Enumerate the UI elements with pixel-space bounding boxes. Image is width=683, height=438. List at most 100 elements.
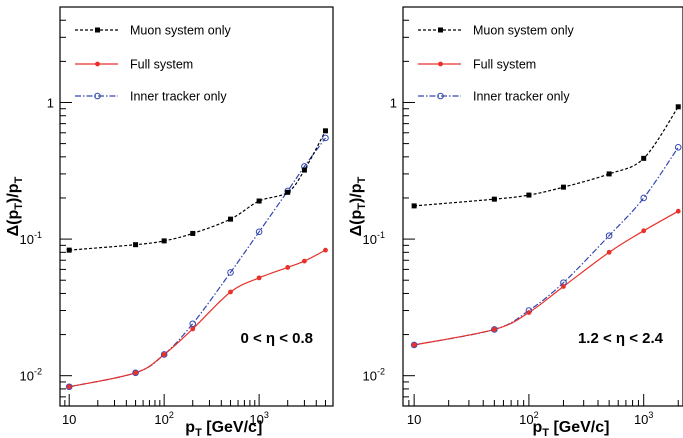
series-line-full-system — [414, 210, 679, 346]
muon-data-point — [641, 155, 647, 161]
legend-marker — [437, 92, 444, 100]
full-system-data-point — [302, 258, 307, 264]
full-system-data-point — [323, 247, 328, 253]
full-system-data-point — [161, 352, 167, 357]
x-tick-label: 102 — [519, 410, 538, 427]
x-tick-base: 10 — [62, 412, 76, 427]
x-axis-title-rest: [GeV/c] — [549, 419, 609, 436]
full-system-data-point — [256, 275, 262, 281]
x-tick-exponent: 3 — [648, 410, 653, 420]
legend-label: Full system — [473, 58, 536, 72]
legend-marker — [95, 27, 100, 33]
y-tick-label: 1 — [47, 95, 54, 110]
muon-data-point — [161, 238, 167, 244]
eta-region-label: 1.2 < η < 2.4 — [578, 330, 664, 347]
inner-tracker-data-point — [605, 232, 613, 239]
muon-data-point — [190, 230, 196, 236]
muon-data-point — [322, 128, 328, 134]
y-tick-exponent: -1 — [34, 230, 42, 240]
legend-label: Inner tracker only — [130, 90, 227, 104]
muon-data-point — [560, 184, 566, 190]
series-line-inner-tracker-only — [69, 137, 326, 388]
legend-marker — [95, 61, 100, 67]
x-tick-base: 10 — [519, 412, 533, 427]
full-system-data-point — [285, 265, 291, 270]
x-axis-title-main: p — [533, 419, 543, 436]
x-tick-base: 10 — [634, 412, 648, 427]
series-line-muon-system-only — [414, 106, 679, 207]
full-system-data-point — [66, 384, 72, 390]
inner-tracker-data-point — [227, 269, 234, 276]
y-axis-title-main: Δ(p — [5, 209, 22, 236]
inner-tracker-data-point — [410, 341, 418, 349]
full-system-data-point — [606, 249, 612, 255]
muon-data-point — [228, 216, 234, 222]
inner-tracker-data-point — [189, 320, 197, 328]
x-axis-title-rest: [GeV/c] — [202, 419, 262, 436]
y-tick-exponent: -2 — [377, 367, 385, 377]
inner-tracker-data-point — [674, 143, 682, 151]
full-system-data-point — [133, 370, 138, 376]
full-system-data-point — [491, 327, 497, 332]
full-system-data-point — [641, 228, 647, 234]
y-tick-base: 10 — [363, 232, 377, 247]
y-axis-title: Δ(pT)/pT — [348, 176, 368, 236]
legend-label: Full system — [130, 58, 193, 72]
y-tick-label: 10-2 — [20, 367, 42, 384]
legend-marker — [438, 61, 443, 67]
x-axis-title-sub: T — [542, 427, 549, 438]
y-tick-base: 10 — [20, 369, 34, 384]
y-tick-exponent: -2 — [34, 367, 42, 377]
y-axis-title-sub: T — [13, 203, 25, 210]
y-axis-title-main: Δ(p — [348, 209, 365, 236]
x-tick-label: 10 — [407, 412, 421, 427]
x-tick-label: 103 — [634, 410, 653, 427]
legend-label: Inner tracker only — [473, 90, 570, 104]
y-axis-title-mid: )/p — [348, 183, 365, 203]
inner-tracker-data-point — [65, 383, 73, 391]
inner-tracker-data-point — [160, 351, 168, 358]
muon-data-point — [526, 192, 532, 198]
y-axis-title-sub: T — [356, 176, 368, 183]
muon-data-point — [606, 171, 612, 177]
inner-tracker-data-point — [322, 134, 329, 142]
y-axis-title: Δ(pT)/pT — [5, 176, 25, 236]
y-tick-base: 10 — [363, 369, 377, 384]
full-system-data-point — [228, 289, 233, 295]
y-axis-title-sub: T — [356, 203, 368, 210]
muon-data-point — [411, 203, 417, 209]
plot-frame — [402, 6, 683, 407]
y-tick-label: 10-1 — [363, 230, 385, 247]
inner-tracker-data-point — [132, 369, 139, 377]
x-axis-title-sub: T — [195, 427, 202, 438]
series-line-inner-tracker-only — [414, 146, 679, 346]
muon-data-point — [675, 104, 681, 110]
full-system-data-point — [526, 310, 532, 315]
x-axis-title: pT [GeV/c] — [533, 419, 610, 438]
legend-marker — [438, 27, 443, 33]
plot-frame — [59, 6, 334, 407]
legend-label: Muon system only — [473, 24, 574, 38]
x-tick-base: 10 — [249, 412, 263, 427]
x-tick-base: 10 — [154, 412, 168, 427]
muon-data-point — [256, 198, 262, 204]
full-system-data-point — [561, 284, 566, 289]
legend-label: Muon system only — [130, 24, 231, 38]
inner-tracker-data-point — [640, 194, 647, 202]
x-tick-label: 102 — [154, 410, 173, 427]
x-tick-label: 103 — [249, 410, 268, 427]
inner-tracker-data-point — [255, 228, 263, 236]
inner-tracker-data-point — [491, 326, 498, 333]
x-axis-title: pT [GeV/c] — [185, 419, 262, 438]
x-tick-exponent: 2 — [534, 410, 539, 420]
muon-data-point — [133, 242, 139, 248]
y-tick-base: 1 — [47, 95, 54, 110]
full-system-data-point — [675, 208, 681, 214]
muon-data-point — [66, 247, 72, 253]
y-tick-label: 1 — [390, 95, 397, 110]
x-tick-exponent: 2 — [169, 410, 174, 420]
muon-data-point — [301, 167, 307, 173]
